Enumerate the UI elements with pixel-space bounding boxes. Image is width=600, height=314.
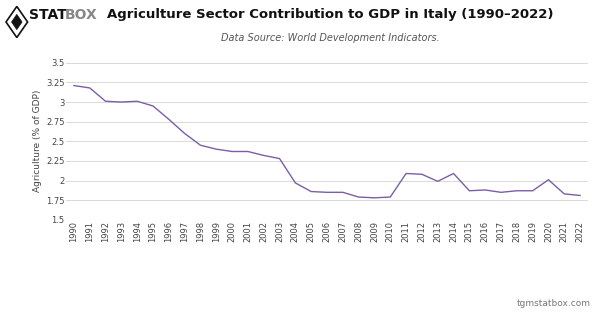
Italy — [529, 189, 536, 192]
Italy — [482, 188, 489, 192]
Text: tgmstatbox.com: tgmstatbox.com — [517, 299, 591, 308]
Italy — [560, 192, 568, 196]
Italy — [134, 99, 141, 103]
Italy — [165, 117, 172, 121]
Italy — [355, 195, 362, 199]
Italy — [497, 190, 505, 194]
Polygon shape — [11, 14, 22, 30]
Italy — [403, 171, 410, 175]
Italy — [466, 189, 473, 192]
Italy — [118, 100, 125, 104]
Italy — [229, 149, 236, 153]
Italy — [450, 171, 457, 175]
Text: Agriculture Sector Contribution to GDP in Italy (1990–2022): Agriculture Sector Contribution to GDP i… — [107, 8, 553, 21]
Text: BOX: BOX — [65, 8, 98, 22]
Italy — [513, 189, 520, 192]
Italy — [292, 181, 299, 185]
Italy — [260, 154, 268, 157]
Italy — [308, 190, 315, 193]
Italy — [149, 104, 157, 108]
Italy — [181, 132, 188, 135]
Italy — [244, 149, 251, 153]
Italy — [577, 193, 584, 197]
Text: STAT: STAT — [29, 8, 67, 22]
Italy — [197, 143, 204, 147]
Italy — [212, 147, 220, 151]
Y-axis label: Agriculture (% of GDP): Agriculture (% of GDP) — [33, 90, 42, 192]
Italy — [86, 86, 94, 90]
Italy — [339, 190, 346, 194]
Italy — [434, 179, 442, 183]
Italy — [70, 84, 77, 87]
Italy — [323, 190, 331, 194]
Italy — [545, 178, 552, 181]
Italy — [418, 172, 425, 176]
Italy — [102, 99, 109, 103]
Italy — [371, 196, 378, 200]
Italy — [276, 157, 283, 160]
Line: Italy: Italy — [74, 85, 580, 198]
Text: Data Source: World Development Indicators.: Data Source: World Development Indicator… — [221, 33, 439, 43]
Italy — [386, 195, 394, 199]
